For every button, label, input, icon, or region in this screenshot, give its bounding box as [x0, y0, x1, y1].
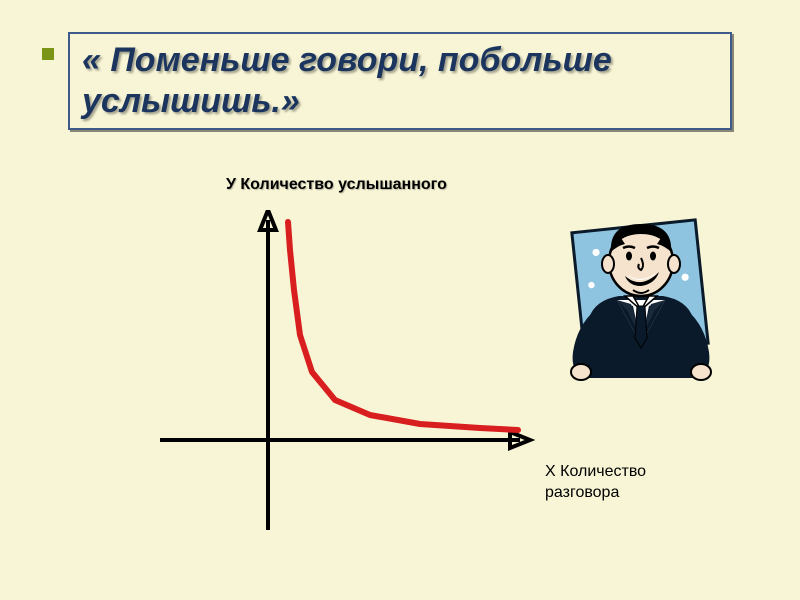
slide-title: « Поменьше говори, побольше услышишь.»	[82, 40, 718, 122]
chart-svg	[120, 210, 540, 530]
illustration	[555, 210, 725, 385]
title-box: « Поменьше говори, побольше услышишь.»	[68, 32, 732, 130]
man-illustration	[555, 210, 725, 385]
x-axis-label: Х Количество разговора	[545, 462, 705, 504]
y-axis-label: У Количество услышанного	[226, 176, 447, 194]
title-bullet	[42, 48, 54, 60]
chart	[120, 210, 540, 530]
